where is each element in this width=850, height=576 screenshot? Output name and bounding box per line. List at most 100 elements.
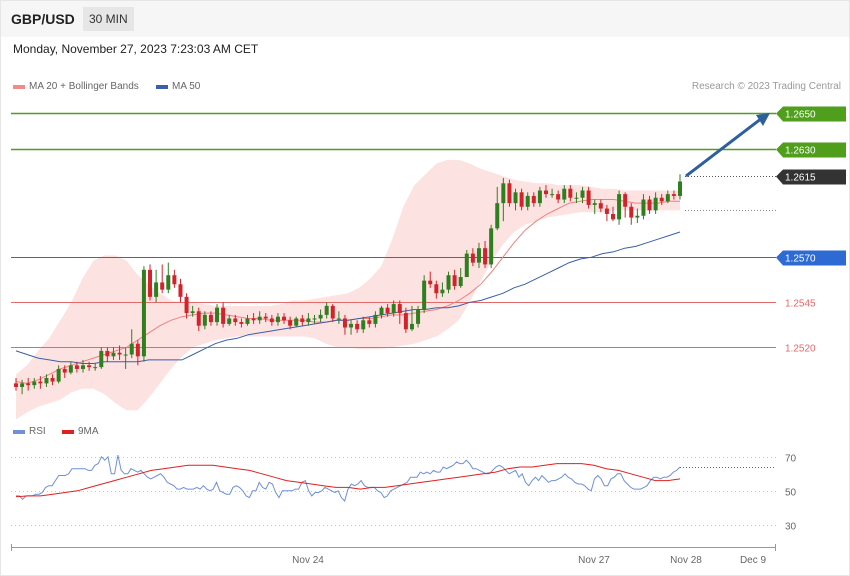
candle-body [178, 284, 183, 297]
bollinger-band [16, 159, 680, 420]
candle-body [154, 282, 159, 297]
candle-body [635, 215, 640, 218]
level-label-1.2650: 1.2650 [785, 110, 816, 121]
candle-body [245, 318, 250, 324]
candle-body [74, 365, 79, 369]
candle-body [20, 383, 25, 387]
candle-body [166, 275, 171, 290]
candle-body [300, 318, 305, 323]
level-label-1.2615: 1.2615 [785, 173, 816, 184]
candle-body [306, 318, 311, 323]
candle-body [665, 194, 670, 202]
candle-body [148, 269, 153, 297]
candle-body [653, 197, 658, 211]
candle-body [519, 192, 524, 207]
candle-body [251, 318, 256, 321]
candle-body [367, 320, 372, 324]
legend-ma20-label: MA 20 + Bollinger Bands [29, 81, 139, 92]
rsi-ma-line [15, 463, 681, 498]
forecast-arrow-shaft [685, 116, 763, 178]
time-tick-1: Nov 27 [578, 555, 610, 566]
candle-body [123, 354, 128, 356]
candle-body [288, 320, 293, 326]
candle-body [38, 381, 43, 384]
candle-body [562, 188, 567, 200]
candle-body [275, 316, 280, 323]
rsi-tick-50: 50 [785, 488, 797, 499]
candle-body [385, 307, 390, 314]
candle-body [282, 316, 287, 321]
candle-body [32, 381, 37, 386]
candle-body [312, 318, 317, 320]
candle-body [330, 305, 335, 319]
candle-body [184, 296, 189, 314]
forecast-arrow-head [756, 113, 770, 127]
rsi-ma-swatch [62, 429, 74, 434]
candle-body [215, 307, 220, 323]
candle-body [641, 199, 646, 216]
candle-body [617, 194, 622, 220]
candle-body [458, 277, 463, 287]
symbol-label: GBP/USD [11, 11, 75, 27]
legend-rsi: RSI [13, 426, 46, 437]
candle-body [659, 197, 664, 202]
candle-body [117, 352, 122, 355]
time-tick-2: Nov 28 [670, 555, 702, 566]
candle-body [671, 194, 676, 196]
level-tag-1.2650 [776, 106, 846, 122]
candle-body [476, 248, 481, 263]
candle-body [336, 318, 341, 320]
candle-body [135, 343, 140, 357]
candle-body [446, 275, 451, 290]
candle-body [513, 192, 518, 204]
interval-button[interactable]: 30 MIN [83, 7, 134, 31]
level-tag-1.2630 [776, 142, 846, 158]
candle-body [464, 253, 469, 278]
candle-body [495, 203, 500, 229]
rsi-tick-70: 70 [785, 454, 797, 465]
candle-body [257, 316, 262, 321]
candle-body [349, 323, 354, 328]
candle-body [99, 350, 104, 368]
research-credit: Research © 2023 Trading Central [691, 81, 841, 92]
candle-body [129, 343, 134, 355]
time-tick-0: Nov 24 [292, 555, 324, 566]
candle-body [318, 314, 323, 319]
candle-body [269, 318, 274, 323]
candle-body [440, 289, 445, 294]
candle-body [263, 316, 268, 319]
candle-body [62, 368, 67, 373]
candle-body [428, 280, 433, 285]
legend-ma20-bb: MA 20 + Bollinger Bands [13, 81, 139, 92]
candle-body [647, 199, 652, 211]
candle-body [190, 311, 195, 314]
candles-group [14, 174, 682, 395]
candle-body [610, 213, 615, 220]
time-tick-3: Dec 9 [740, 555, 767, 566]
level-tag-1.2570 [776, 250, 846, 266]
candle-body [208, 314, 213, 323]
candle-body [324, 305, 329, 315]
candle-body [87, 365, 92, 368]
candle-body [483, 248, 488, 265]
candle-body [574, 197, 579, 199]
candle-body [543, 190, 548, 195]
candle-body [227, 318, 232, 324]
candle-body [68, 365, 73, 373]
level-label-1.2570: 1.2570 [785, 254, 816, 265]
candle-body [44, 377, 49, 384]
candle-body [470, 253, 475, 263]
legend-ma50-label: MA 50 [172, 81, 201, 92]
candle-body [373, 314, 378, 324]
candle-body [550, 194, 555, 196]
candle-body [397, 304, 402, 314]
legend-ma50: MA 50 [156, 81, 200, 92]
level-tag-1.2615 [776, 169, 846, 185]
candle-body [379, 307, 384, 315]
candle-body [409, 323, 414, 330]
candle-body [403, 313, 408, 330]
rsi-line [16, 454, 681, 502]
candle-body [537, 190, 542, 204]
candle-body [26, 383, 31, 386]
